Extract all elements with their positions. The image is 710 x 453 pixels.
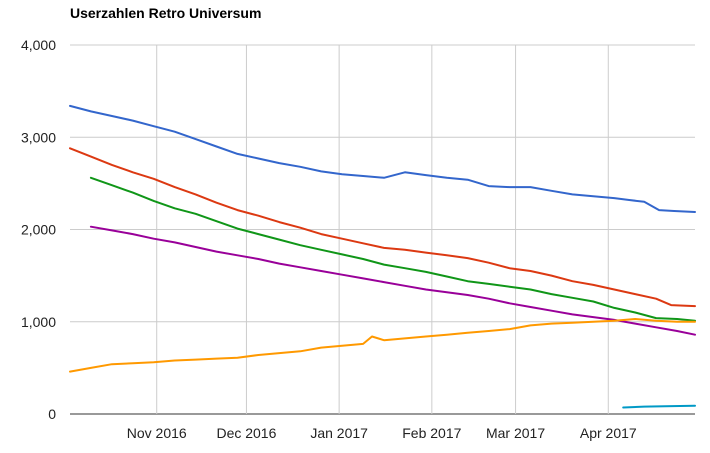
grid — [70, 44, 695, 415]
axis-ticks: 0 1,000 2,000 3,000 4,000 Nov 2016 Dec 2016 Jan… — [21, 37, 637, 441]
y-tick-label: 2,000 — [21, 222, 56, 238]
series-line-3 — [89, 176, 696, 322]
series-line-2 — [69, 147, 696, 308]
x-tick-label: Jan 2017 — [310, 425, 368, 441]
y-tick-label: 1,000 — [21, 314, 56, 330]
series-line-1 — [69, 104, 696, 213]
chart-title: Userzahlen Retro Universum — [70, 5, 261, 21]
x-tick-label: Nov 2016 — [127, 425, 187, 441]
series-lines — [69, 104, 696, 409]
y-tick-label: 0 — [48, 406, 56, 422]
x-tick-label: Mar 2017 — [486, 425, 545, 441]
y-tick-label: 3,000 — [21, 129, 56, 145]
x-tick-label: Dec 2016 — [216, 425, 276, 441]
y-tick-label: 4,000 — [21, 37, 56, 53]
series-line-4 — [89, 225, 696, 336]
series-line-6 — [622, 404, 696, 409]
series-line-5 — [69, 318, 696, 373]
x-tick-label: Apr 2017 — [580, 425, 637, 441]
x-tick-label: Feb 2017 — [402, 425, 461, 441]
